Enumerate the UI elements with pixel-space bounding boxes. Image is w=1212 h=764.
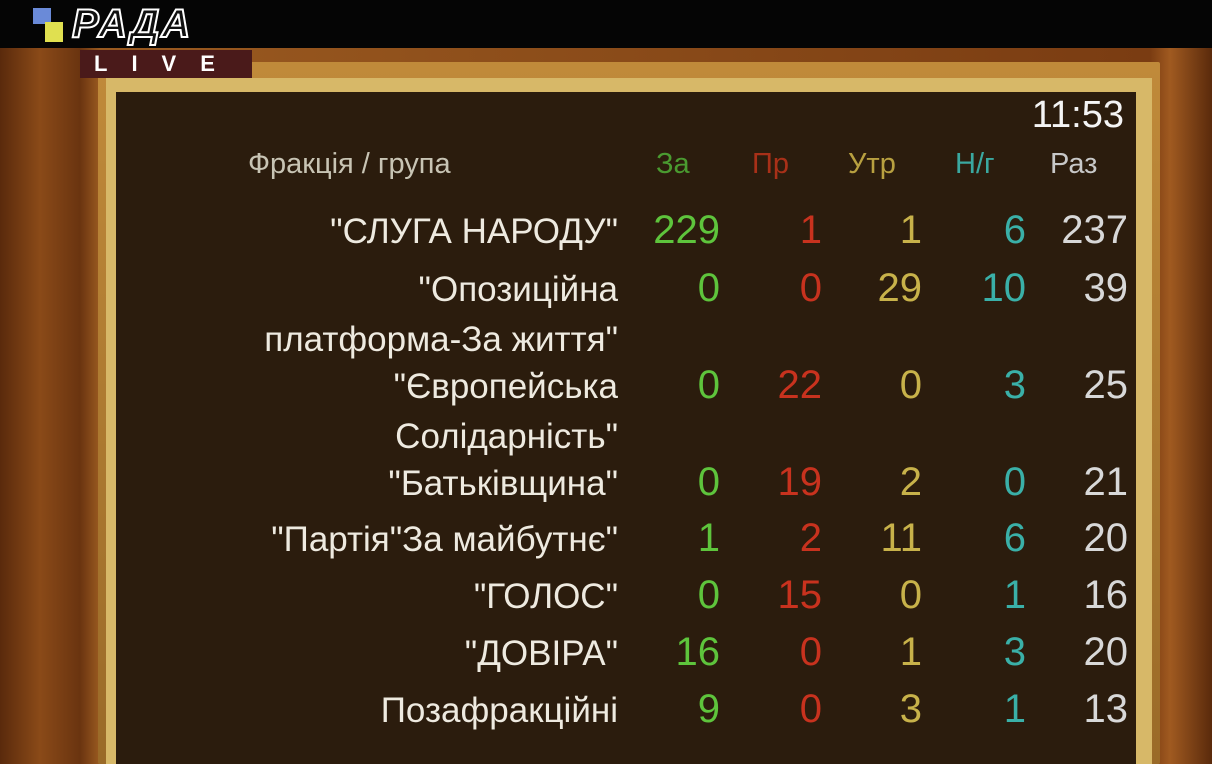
vote-count-ng: 3 bbox=[1003, 630, 1026, 674]
vote-count-raz: 20 bbox=[1083, 630, 1129, 674]
vote-count-ng: 3 bbox=[1003, 363, 1026, 407]
vote-count-ng: 10 bbox=[981, 266, 1027, 310]
header-pr: Пр bbox=[752, 148, 789, 180]
vote-count-ng: 6 bbox=[1003, 516, 1026, 560]
faction-name: "Батьківщина" bbox=[388, 464, 618, 503]
vote-count-ng: 0 bbox=[1003, 460, 1026, 504]
vote-count-utr: 3 bbox=[899, 687, 922, 731]
vote-count-pr: 22 bbox=[777, 363, 823, 407]
vote-count-za: 0 bbox=[697, 573, 720, 617]
header-utr: Утр bbox=[848, 148, 896, 180]
clock: 11:53 bbox=[1031, 94, 1124, 136]
vote-count-za: 0 bbox=[697, 460, 720, 504]
faction-name: "СЛУГА НАРОДУ" bbox=[330, 212, 618, 251]
header-za: За bbox=[656, 148, 690, 180]
faction-name: "Європейська bbox=[393, 367, 618, 406]
vote-count-pr: 1 bbox=[799, 208, 822, 252]
vote-count-pr: 19 bbox=[777, 460, 823, 504]
faction-name: "Партія"За майбутнє" bbox=[271, 520, 618, 559]
vote-count-raz: 21 bbox=[1083, 460, 1129, 504]
voting-board bbox=[116, 92, 1136, 764]
vote-count-za: 9 bbox=[697, 687, 720, 731]
vote-count-utr: 0 bbox=[899, 363, 922, 407]
vote-count-raz: 25 bbox=[1083, 363, 1129, 407]
vote-count-pr: 0 bbox=[799, 630, 822, 674]
vote-count-utr: 11 bbox=[880, 516, 922, 560]
vote-count-za: 0 bbox=[697, 363, 720, 407]
vote-count-pr: 15 bbox=[777, 573, 823, 617]
header-raz: Раз bbox=[1050, 148, 1098, 180]
vote-count-raz: 39 bbox=[1083, 266, 1129, 310]
vote-count-ng: 1 bbox=[1003, 573, 1026, 617]
vote-count-raz: 237 bbox=[1061, 208, 1128, 252]
vote-count-utr: 1 bbox=[899, 630, 922, 674]
vote-count-utr: 0 bbox=[899, 573, 922, 617]
vote-count-raz: 20 bbox=[1083, 516, 1129, 560]
vote-count-ng: 6 bbox=[1003, 208, 1026, 252]
faction-name: Солідарність" bbox=[395, 417, 618, 456]
vote-count-utr: 2 bbox=[899, 460, 922, 504]
top-bar bbox=[0, 0, 1212, 48]
faction-name: "Опозиційна bbox=[418, 270, 618, 309]
logo-mark-blue bbox=[33, 8, 51, 24]
vote-count-raz: 16 bbox=[1083, 573, 1129, 617]
vote-count-za: 229 bbox=[653, 208, 720, 252]
header-faction: Фракція / група bbox=[248, 148, 451, 180]
vote-count-utr: 1 bbox=[899, 208, 922, 252]
rada-logo: РАДА bbox=[71, 1, 193, 47]
faction-name: платформа-За життя" bbox=[264, 320, 618, 359]
vote-count-za: 1 bbox=[697, 516, 720, 560]
vote-count-za: 16 bbox=[675, 630, 721, 674]
faction-name: "ГОЛОС" bbox=[473, 577, 618, 616]
logo-mark-yellow bbox=[45, 22, 63, 42]
vote-count-utr: 29 bbox=[877, 266, 923, 310]
vote-count-pr: 0 bbox=[799, 687, 822, 731]
vote-count-pr: 0 bbox=[799, 266, 822, 310]
vote-count-za: 0 bbox=[697, 266, 720, 310]
live-badge: LIVE bbox=[80, 50, 252, 78]
faction-name: "ДОВІРА" bbox=[464, 634, 618, 673]
header-ng: Н/г bbox=[955, 148, 995, 180]
vote-count-pr: 2 bbox=[799, 516, 822, 560]
vote-count-ng: 1 bbox=[1003, 687, 1026, 731]
faction-name: Позафракційні bbox=[380, 691, 618, 730]
vote-count-raz: 13 bbox=[1083, 687, 1129, 731]
